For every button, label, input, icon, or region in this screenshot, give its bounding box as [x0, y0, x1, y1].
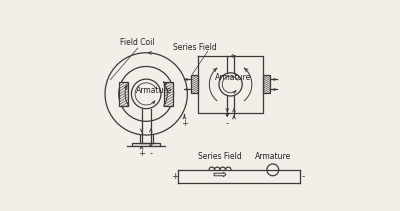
Text: Series Field: Series Field [198, 152, 242, 161]
Bar [119, 82, 128, 106]
Text: Field Coil: Field Coil [120, 38, 155, 47]
Bar [191, 76, 198, 93]
Bar [119, 82, 128, 106]
Text: Armature: Armature [136, 86, 172, 95]
Text: Series Field: Series Field [173, 43, 216, 52]
Text: Armature: Armature [214, 73, 251, 82]
Polygon shape [214, 172, 226, 177]
Text: -: - [301, 172, 304, 181]
Bar [191, 76, 198, 93]
Bar [164, 82, 173, 106]
Text: -: - [226, 119, 229, 128]
Text: Armature: Armature [255, 152, 291, 161]
Text: -: - [149, 149, 152, 158]
Bar [164, 82, 173, 106]
Text: +: + [181, 119, 188, 128]
Text: +: + [138, 149, 145, 158]
Text: +: + [172, 172, 179, 181]
Circle shape [267, 164, 279, 176]
Bar [132, 143, 160, 146]
Bar [263, 76, 270, 93]
Bar [263, 76, 270, 93]
